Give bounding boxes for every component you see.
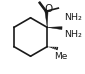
Polygon shape xyxy=(45,11,48,27)
Polygon shape xyxy=(47,27,62,30)
Text: Me: Me xyxy=(54,52,68,61)
Text: O: O xyxy=(44,4,52,14)
Text: NH₂: NH₂ xyxy=(65,30,82,39)
Text: NH₂: NH₂ xyxy=(65,13,82,22)
